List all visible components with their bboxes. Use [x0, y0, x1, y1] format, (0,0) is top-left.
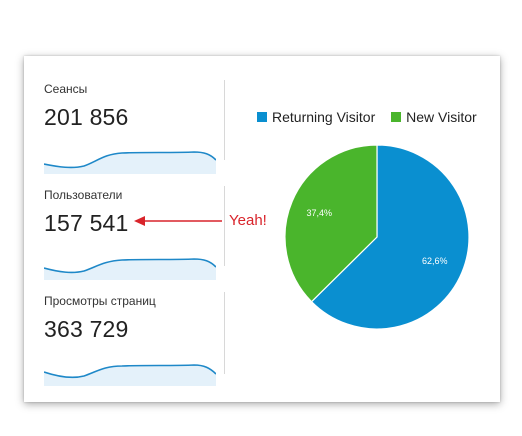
metric-value: 157 541: [44, 210, 129, 236]
sparkline: [44, 151, 216, 174]
pie-slice-new-visitor[interactable]: [284, 144, 378, 303]
metric-divider: [224, 186, 225, 266]
overview-card: Сеансы 201 856 Пользователи 157 541 Прос…: [24, 56, 500, 402]
legend-item-new[interactable]: New Visitor: [391, 109, 477, 125]
metric-divider: [224, 292, 225, 374]
legend-swatch: [391, 112, 402, 122]
pie-slice-label: 37,4%: [307, 208, 333, 218]
metric-pageviews[interactable]: Просмотры страниц 363 729: [44, 294, 234, 394]
legend-item-returning[interactable]: Returning Visitor: [257, 109, 375, 125]
metric-label: Просмотры страниц: [44, 294, 156, 308]
metric-sessions[interactable]: Сеансы 201 856: [44, 82, 234, 182]
metric-value: 363 729: [44, 316, 129, 342]
annotation-arrow: [134, 216, 222, 226]
metric-value: 201 856: [44, 104, 129, 130]
metric-users[interactable]: Пользователи 157 541: [44, 188, 234, 288]
sparkline: [44, 258, 216, 280]
legend-label: New Visitor: [406, 109, 477, 125]
chart-legend: Returning Visitor New Visitor: [257, 109, 489, 127]
legend-swatch: [257, 112, 267, 122]
legend-label: Returning Visitor: [272, 109, 376, 125]
pie-slice-label: 62,6%: [422, 256, 448, 266]
metric-divider: [224, 80, 225, 160]
metric-label: Сеансы: [44, 82, 88, 96]
annotation-text: Yeah!: [229, 212, 267, 229]
metric-label: Пользователи: [44, 188, 123, 202]
sparkline: [44, 364, 216, 386]
pie-chart: 62,6% 37,4%: [284, 144, 470, 330]
pie-slice-returning-visitor[interactable]: [310, 144, 470, 330]
